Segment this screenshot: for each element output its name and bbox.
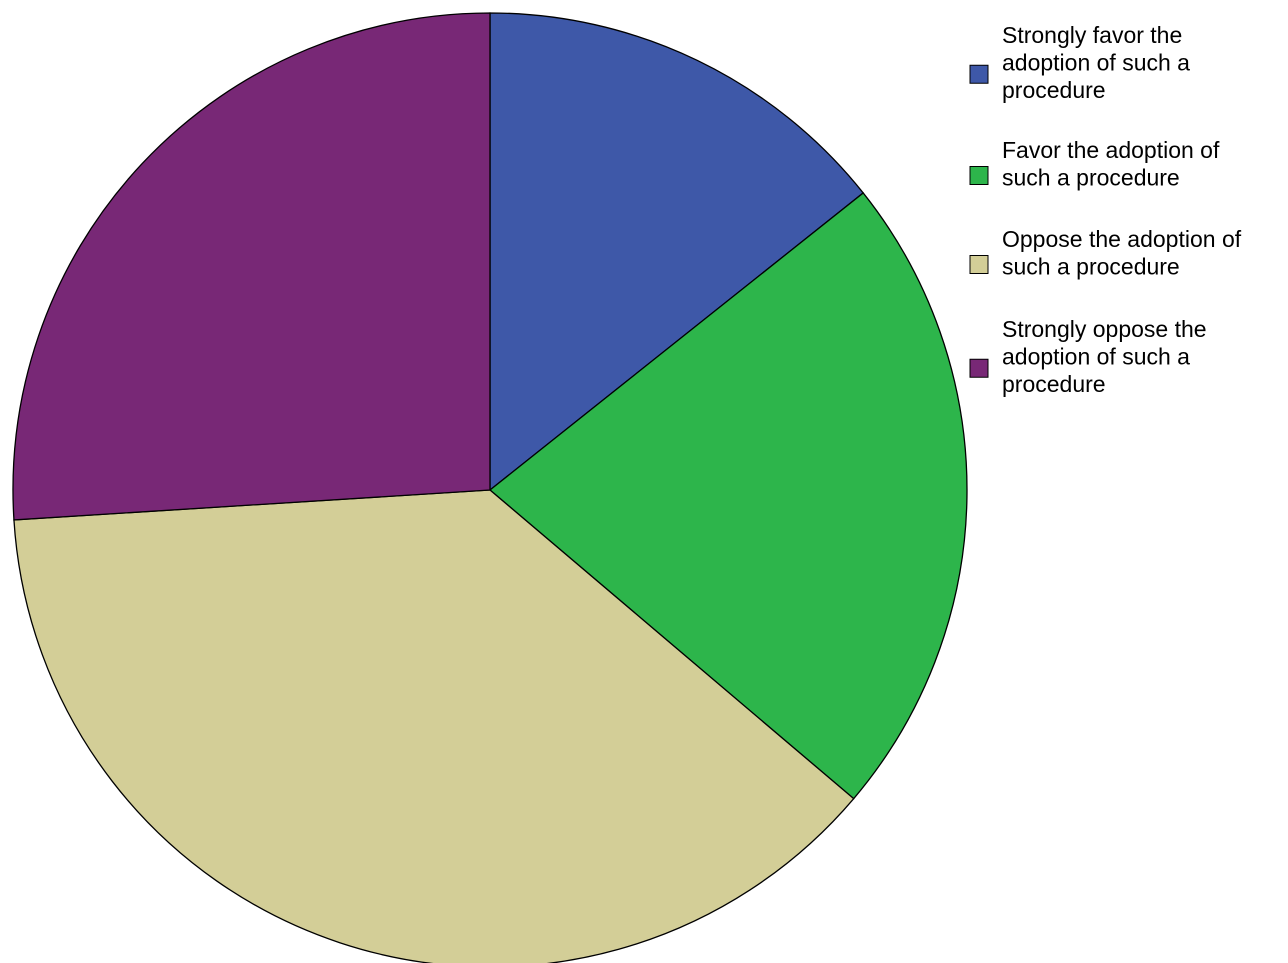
legend-label-line: adoption of such a: [1002, 344, 1190, 370]
legend-swatch-1: [969, 64, 989, 84]
legend-label-line: Strongly favor the: [1002, 22, 1182, 48]
legend-label-4: Strongly oppose the adoption of such a pro…: [1002, 316, 1207, 397]
pie-slices: [12, 12, 968, 963]
pie-slice-3: [13, 489, 855, 963]
legend-swatch-3: [969, 255, 989, 274]
legend-label-line: Oppose the adoption of: [1002, 226, 1242, 252]
pie-slice-1: [489, 12, 865, 492]
legend: Strongly favor the adoption of such a proc…: [969, 22, 1242, 397]
pie-slice-2: [488, 192, 968, 800]
legend-swatch-2: [969, 166, 989, 185]
legend-label-line: procedure: [1002, 371, 1106, 397]
legend-label-line: such a procedure: [1002, 165, 1180, 191]
legend-label-line: procedure: [1002, 77, 1106, 103]
legend-label-1: Strongly favor the adoption of such a proc…: [1002, 22, 1190, 103]
legend-label-line: Favor the adoption of: [1002, 137, 1220, 163]
legend-label-line: such a procedure: [1002, 254, 1180, 280]
legend-label-line: adoption of such a: [1002, 50, 1190, 76]
legend-swatch-4: [969, 358, 989, 378]
pie-slice-4: [12, 12, 491, 521]
legend-label-2: Favor the adoption of such a procedure: [1002, 137, 1220, 191]
legend-label-line: Strongly oppose the: [1002, 316, 1207, 342]
legend-label-3: Oppose the adoption of such a procedure: [1002, 226, 1242, 280]
